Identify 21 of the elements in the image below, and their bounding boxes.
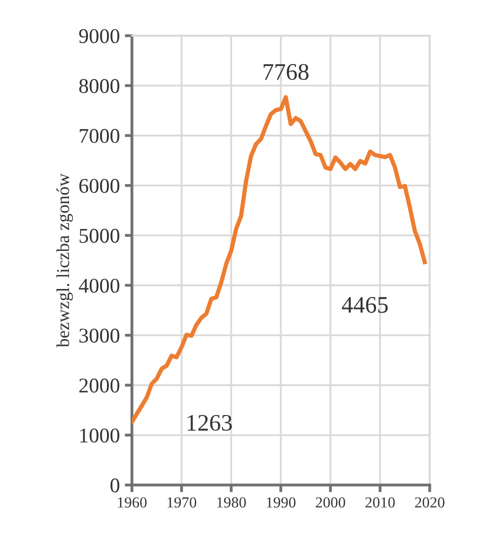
annotation: 1263	[188, 414, 232, 431]
x-tick-label: 1960	[118, 497, 147, 508]
y-tick-label: 5000	[80, 228, 120, 243]
y-tick-label: 3000	[79, 328, 120, 343]
x-tick-label: 1990	[266, 497, 296, 508]
y-tick-label: 7000	[80, 128, 120, 143]
x-tick-label: 1980	[217, 497, 246, 508]
annotation: 4465	[342, 297, 388, 313]
y-tick-label: 8000	[79, 79, 120, 94]
x-tick-label: 1970	[168, 497, 196, 508]
annotation: 7768	[264, 64, 308, 80]
y-tick-label: 6000	[79, 178, 120, 193]
y-tick-label: 0	[110, 478, 120, 492]
x-tick-label: 2000	[316, 497, 346, 508]
x-tick-label: 2020	[415, 497, 444, 508]
x-tick-label: 2010	[365, 497, 395, 508]
y-tick-label: 4000	[78, 278, 120, 293]
y-tick-label: 1000	[80, 428, 120, 443]
y-axis-title: bezwzgl. liczba zgonów	[56, 173, 73, 348]
y-tick-label: 2000	[79, 378, 120, 393]
y-tick-label: 9000	[79, 29, 120, 44]
